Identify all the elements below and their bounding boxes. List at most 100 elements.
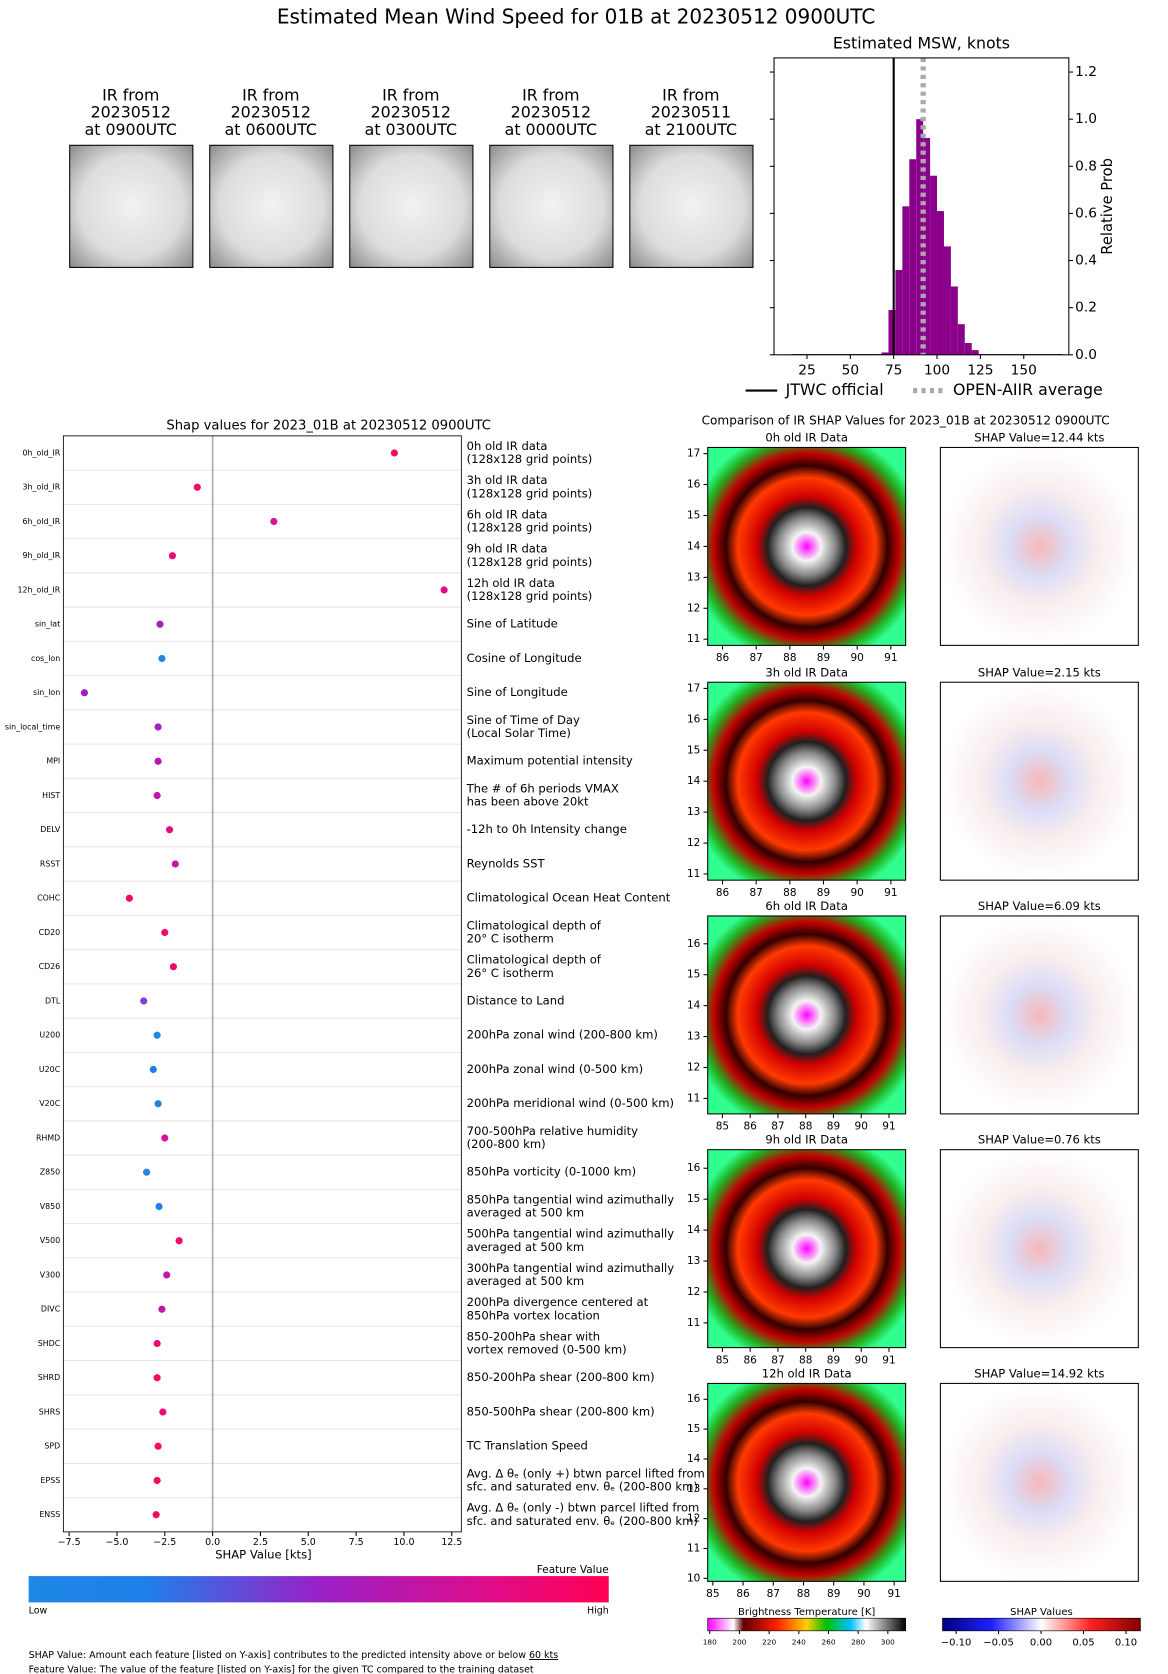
x-tick-label: 150 (1011, 363, 1037, 379)
shap-dot (140, 997, 148, 1005)
y-tick-label: 11 (687, 1317, 700, 1329)
colorbar-tick-label: 260 (821, 1637, 835, 1646)
feature-name: V20C (39, 1099, 60, 1108)
y-tick-label: 16 (687, 938, 701, 950)
x-tick-label: 86 (736, 1588, 750, 1600)
histogram-bar (964, 343, 972, 355)
thumbnail-label: at 0000UTC (505, 120, 597, 139)
thumbnail-label: IR from (662, 85, 719, 104)
shap-dot (154, 1442, 162, 1450)
y-tick-label: 14 (687, 775, 701, 787)
x-tick-label: 125 (967, 363, 993, 379)
feature-description: (Local Solar Time) (467, 726, 571, 740)
y-tick-label: 12 (687, 837, 700, 849)
shap-dot (165, 826, 174, 834)
y-tick-label: 16 (687, 1393, 701, 1405)
x-tick-label: 90 (855, 1354, 868, 1366)
y-tick-label: 1.2 (1075, 64, 1097, 80)
feature-description: Maximum potential intensity (467, 754, 633, 768)
y-tick-label: 12 (687, 1513, 700, 1525)
feature-description: Climatological depth of (467, 918, 602, 932)
y-axis-label: Relative Prob (1099, 158, 1116, 255)
colorbar (707, 1617, 906, 1632)
footnote-threshold: 60 kts (529, 1650, 558, 1661)
feature-description: averaged at 500 km (467, 1274, 585, 1288)
shap-panel-title: SHAP Value=14.92 kts (974, 1366, 1104, 1380)
feature-description: vortex removed (0-500 km) (467, 1343, 627, 1357)
feature-name: COHC (37, 894, 61, 903)
y-tick-label: 13 (687, 1255, 700, 1267)
x-tick-label: 90 (850, 887, 863, 899)
y-tick-label: 15 (687, 1193, 700, 1205)
feature-colorbar-high: High (587, 1605, 609, 1616)
feature-colorbar (28, 1576, 609, 1603)
comparison-title: Comparison of IR SHAP Values for 2023_01… (702, 414, 1110, 428)
colorbar-tick-label: 200 (732, 1637, 746, 1646)
histogram-bar (943, 246, 951, 355)
feature-description: 9h old IR data (467, 542, 548, 556)
feature-colorbar-title: Feature Value (537, 1564, 609, 1576)
ir-image (707, 915, 907, 1115)
thumbnail-label: 20230511 (651, 103, 731, 122)
thumbnail-label: at 0300UTC (365, 120, 457, 139)
y-tick-label: 11 (687, 633, 700, 645)
feature-name: U20C (39, 1065, 61, 1074)
x-tick-label: 87 (771, 1121, 784, 1133)
y-tick-label: 11 (687, 1543, 700, 1555)
shap-dot (153, 1476, 161, 1485)
thumbnail-label: 20230512 (371, 103, 451, 122)
shap-panel-title: SHAP Value=0.76 kts (978, 1133, 1101, 1147)
y-tick-label: 12 (687, 1062, 700, 1074)
histogram-bar (895, 269, 903, 355)
ir-image (707, 681, 907, 881)
thumbnail-label: IR from (242, 85, 299, 104)
thumbnail-label: at 0600UTC (225, 120, 317, 139)
ir-panel-title: 3h old IR Data (765, 665, 848, 679)
x-tick-label: −2.5 (153, 1537, 176, 1548)
feature-name: DIVC (41, 1305, 61, 1314)
shap-dot (270, 517, 278, 526)
y-tick-label: 13 (687, 571, 700, 583)
shap-dot (159, 1408, 167, 1416)
feature-name: V300 (40, 1270, 60, 1279)
x-tick-label: 91 (882, 1354, 895, 1366)
footnote: Feature Value: The value of the feature … (29, 1664, 534, 1674)
feature-description: 0h old IR data (467, 439, 548, 453)
ir-panel-title: 9h old IR Data (765, 1133, 848, 1147)
feature-name: 6h_old_IR (23, 517, 61, 526)
shap-dot (169, 963, 177, 971)
feature-name: SPD (44, 1442, 60, 1451)
feature-name: SHRS (39, 1407, 60, 1416)
shap-dot (163, 1271, 171, 1279)
shap-dot (440, 586, 448, 594)
y-tick-label: 13 (687, 806, 700, 818)
feature-description: Avg. Δ θₑ (only -) btwn parcel lifted fr… (467, 1501, 700, 1515)
shap-dot (161, 928, 169, 937)
colorbar-title: Brightness Temperature [K] (738, 1607, 875, 1618)
x-tick-label: 75 (885, 363, 902, 379)
feature-name: V850 (40, 1202, 60, 1211)
x-tick-label: 25 (798, 363, 815, 379)
feature-description: Avg. Δ θₑ (only +) btwn parcel lifted fr… (467, 1466, 705, 1480)
feature-description: 300hPa tangential wind azimuthally (467, 1261, 675, 1275)
feature-description: 500hPa tangential wind azimuthally (467, 1227, 675, 1241)
ir-thumbnail (349, 144, 474, 268)
colorbar-tick-label: 0.05 (1072, 1637, 1094, 1648)
histogram-bar (930, 175, 938, 355)
shap-dot (153, 1374, 161, 1382)
histogram-bar (923, 138, 931, 355)
feature-description: TC Translation Speed (466, 1439, 588, 1453)
shap-dot (158, 654, 166, 663)
x-axis-label: SHAP Value [kts] (215, 1548, 311, 1562)
thumbnail-label: IR from (102, 85, 159, 104)
y-tick-label: 16 (687, 713, 701, 725)
feature-description: (200-800 km) (467, 1137, 546, 1151)
feature-description: 200hPa zonal wind (0-500 km) (467, 1062, 644, 1076)
x-tick-label: 88 (797, 1588, 810, 1600)
feature-description: averaged at 500 km (467, 1240, 585, 1254)
feature-description: sfc. and saturated env. θₑ (200-800 km) (467, 1514, 698, 1528)
colorbar-tick-label: 0.00 (1030, 1637, 1052, 1648)
y-tick-label: 0.2 (1075, 300, 1097, 316)
ir-image (707, 1149, 907, 1349)
feature-description: The # of 6h periods VMAX (466, 781, 619, 795)
